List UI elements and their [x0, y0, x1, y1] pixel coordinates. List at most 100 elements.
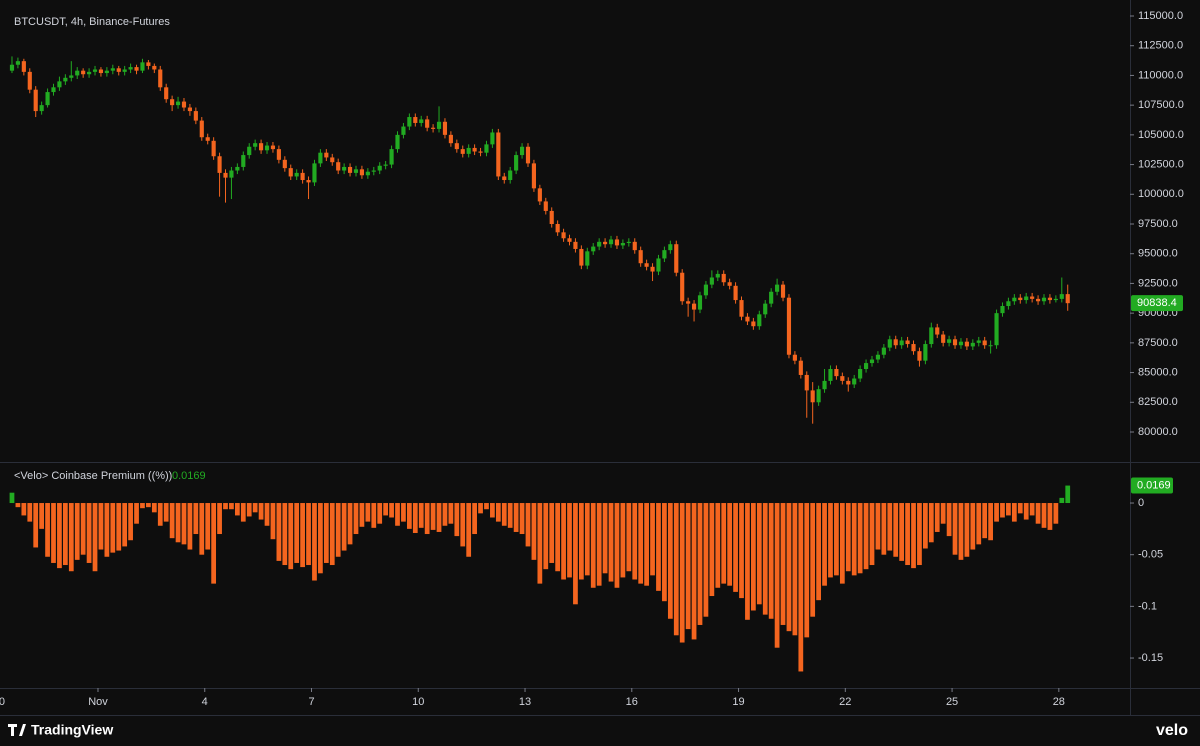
bar	[1065, 485, 1071, 504]
candle-body	[834, 369, 839, 377]
bar	[970, 503, 976, 550]
bar	[306, 503, 311, 566]
candle-body	[846, 380, 851, 385]
bar	[33, 503, 39, 548]
candle-body	[448, 134, 453, 144]
bar	[1053, 503, 1059, 524]
candle-body	[680, 272, 685, 302]
candle-body	[1000, 306, 1005, 314]
bar	[632, 503, 638, 580]
bar	[1000, 503, 1005, 518]
x-tick-label: Nov	[88, 696, 108, 708]
bar	[270, 503, 276, 540]
plot-area: 12:00 Nov 4 7 10 13 16 19 22 25 28	[0, 56, 1071, 708]
bar	[495, 503, 501, 522]
candle-body	[603, 241, 608, 245]
bar	[68, 503, 74, 572]
candle-body	[312, 163, 317, 183]
bar	[104, 503, 110, 557]
candle-body	[336, 162, 341, 171]
last-price-box	[1131, 295, 1183, 312]
candle-body	[775, 284, 780, 292]
bar	[662, 503, 667, 602]
bar	[353, 503, 359, 535]
candle-body	[460, 149, 465, 154]
candle-body	[911, 344, 916, 352]
bar	[911, 503, 916, 569]
y-tick-label: 80000.0	[1138, 426, 1178, 438]
bar	[383, 503, 389, 516]
bar	[146, 503, 151, 508]
bar	[1059, 497, 1065, 504]
bar	[703, 503, 709, 617]
bar	[169, 503, 175, 539]
bar	[1023, 503, 1029, 520]
bar	[312, 503, 317, 581]
bar	[940, 503, 946, 524]
bar	[205, 503, 211, 550]
candle-body	[9, 64, 15, 71]
bar	[756, 503, 762, 605]
candle-body	[858, 369, 863, 379]
candle-body	[697, 295, 703, 310]
candle-body	[33, 89, 38, 112]
indicator-title: <Velo> Coinbase Premium ((%))	[14, 470, 172, 482]
bar	[335, 503, 341, 557]
candle-body	[223, 172, 228, 178]
candle-body	[306, 180, 311, 183]
bar	[964, 503, 970, 557]
bar	[27, 503, 33, 522]
candle-body	[199, 120, 204, 138]
bar	[638, 503, 644, 584]
candle-body	[591, 246, 596, 252]
candle-body	[952, 339, 958, 346]
candle-body	[431, 127, 436, 129]
bar	[501, 503, 507, 526]
bar	[294, 503, 300, 563]
bar	[1011, 503, 1017, 522]
candle-body	[407, 117, 412, 127]
candle-body	[294, 172, 299, 177]
bar	[531, 503, 537, 560]
candle-body	[347, 166, 353, 173]
bar	[39, 503, 45, 529]
bar	[590, 503, 596, 588]
candle-body	[887, 339, 892, 348]
candle-body	[324, 152, 329, 158]
bar	[608, 503, 614, 582]
candle-body	[691, 303, 697, 310]
candle-body	[1012, 297, 1017, 302]
bar	[157, 503, 163, 526]
bar	[187, 503, 193, 550]
candle-body	[442, 121, 448, 135]
candle-body	[1041, 297, 1047, 302]
candle-body	[158, 69, 163, 88]
candle-body	[525, 146, 531, 164]
candle-body	[181, 101, 187, 108]
candle-body	[917, 351, 922, 361]
candle-body	[1065, 294, 1070, 304]
candle-body	[514, 155, 519, 171]
bar	[994, 503, 999, 522]
bar	[679, 503, 685, 643]
bar	[816, 503, 821, 601]
candle-body	[923, 344, 928, 361]
candle-body	[389, 149, 394, 165]
x-tick-label: 22	[839, 696, 851, 708]
candle-body	[703, 284, 708, 296]
candle-body	[1035, 298, 1041, 302]
bar	[596, 503, 602, 586]
y-tick-label: -0.1	[1138, 600, 1157, 612]
bar	[57, 503, 62, 569]
y-tick-label: -0.05	[1138, 549, 1163, 561]
candle-body	[466, 147, 471, 154]
candle-body	[377, 165, 382, 171]
source: velo	[1156, 722, 1188, 739]
x-tick-label: 4	[202, 696, 208, 708]
candle-body	[585, 251, 590, 266]
candle-body	[614, 239, 620, 246]
candle-body	[57, 81, 62, 88]
bar	[436, 503, 442, 532]
y-tick-label: 107500.0	[1138, 99, 1184, 111]
candle-body	[104, 70, 109, 74]
